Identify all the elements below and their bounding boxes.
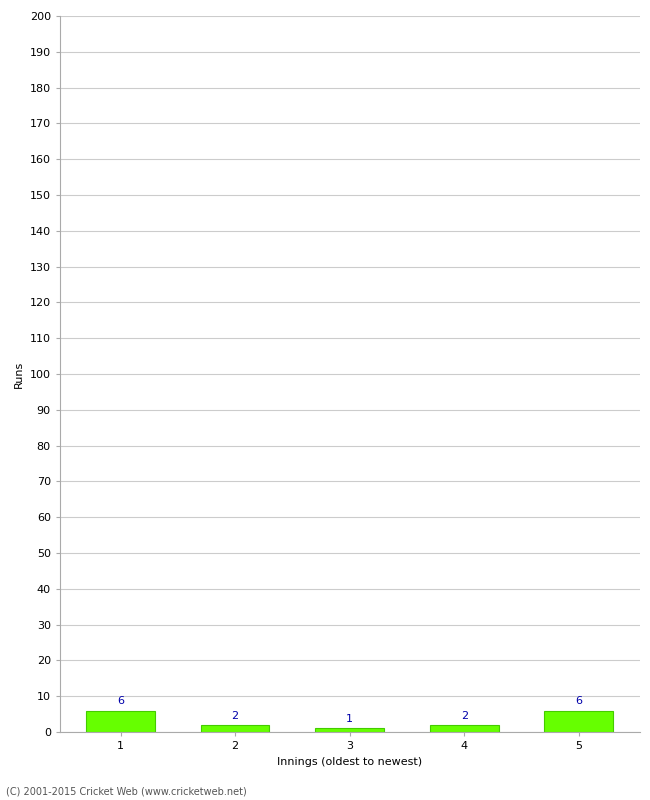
Bar: [315, 729, 384, 732]
Text: 2: 2: [461, 710, 468, 721]
Text: 1: 1: [346, 714, 353, 724]
X-axis label: Innings (oldest to newest): Innings (oldest to newest): [277, 757, 422, 766]
Bar: [430, 725, 499, 732]
Bar: [86, 710, 155, 732]
Text: 6: 6: [117, 696, 124, 706]
Bar: [545, 710, 613, 732]
Text: (C) 2001-2015 Cricket Web (www.cricketweb.net): (C) 2001-2015 Cricket Web (www.cricketwe…: [6, 786, 247, 796]
Y-axis label: Runs: Runs: [14, 360, 24, 388]
Bar: [201, 725, 270, 732]
Text: 6: 6: [575, 696, 582, 706]
Text: 2: 2: [231, 710, 239, 721]
